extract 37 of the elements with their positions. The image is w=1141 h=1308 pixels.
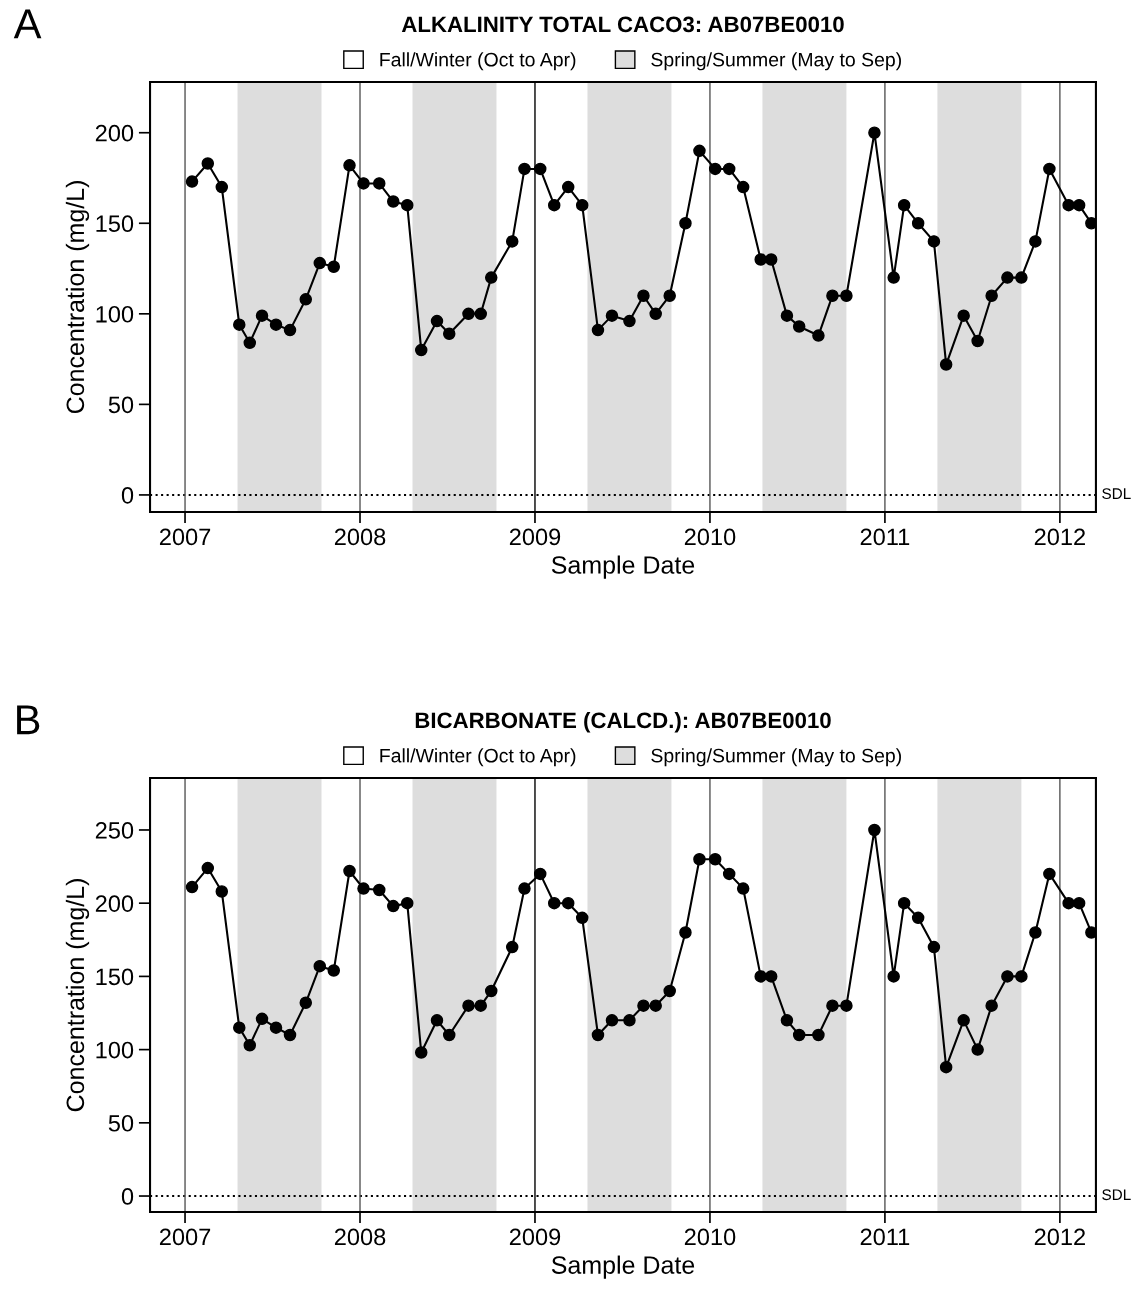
x-tick-label: 2010 [684,1228,736,1246]
text: B [17,705,40,735]
y-tick-label: 150 [96,968,134,986]
x-tick-label: 2011 [860,1228,910,1246]
y-tick-label: 200 [95,895,134,912]
x-tick-label: 2011 [860,528,910,546]
y-axis-title: Concentration (mg/L) [65,181,90,414]
chart-title: BICARBONATE (CALCD.): AB07BE0010 [415,711,831,733]
y-tick-label: 0 [121,1188,134,1205]
ref-line-label: SDL [1102,488,1131,500]
y-tick-label: 0 [121,487,134,504]
text: Fall/Winter (Oct to Apr) [380,52,576,71]
x-tick-label: 2010 [684,528,736,546]
y-tick-label: 250 [95,822,134,839]
x-tick-label: 2008 [334,528,386,546]
legend-label: Spring/Summer (May to Sep) [651,748,901,767]
x-tick-label: 2009 [509,1228,561,1246]
ref-line-label: SDL [1102,1189,1131,1201]
y-tick-label: 50 [108,1114,134,1132]
x-axis-title: Sample Date [551,555,695,579]
x-tick-label: 2008 [334,1228,386,1246]
y-tick-label: 50 [108,396,134,414]
x-tick-label: 2012 [1034,528,1085,546]
chart-title: ALKALINITY TOTAL CACO3: AB07BE0010 [401,16,844,33]
y-tick-label: 200 [95,124,134,142]
x-tick-label: 2007 [159,528,211,546]
y-tick-label: 150 [96,215,134,233]
legend-label: Spring/Summer (May to Sep) [651,52,901,71]
y-axis-title: Concentration (mg/L) [65,879,90,1112]
y-tick-label: 100 [96,305,134,323]
x-axis-title: Sample Date [551,1255,695,1279]
text: Fall/Winter (Oct to Apr) [380,748,576,767]
y-tick-label: 100 [96,1041,134,1059]
x-tick-label: 2007 [159,1228,211,1246]
x-tick-label: 2009 [509,528,561,546]
x-tick-label: 2012 [1034,1228,1085,1246]
text: A [13,9,42,39]
